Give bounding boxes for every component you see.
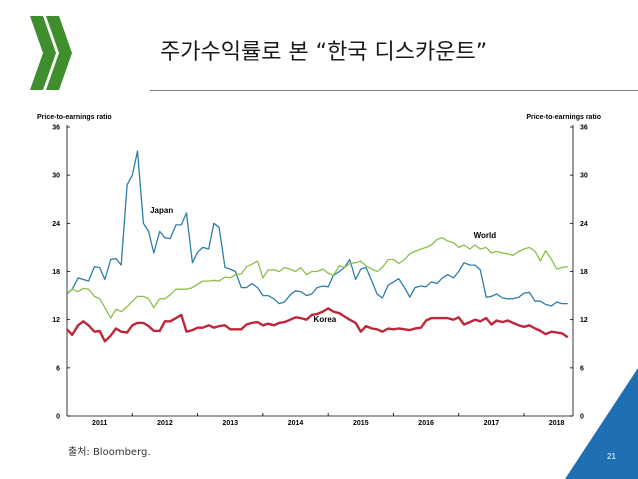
source-note: 출처: Bloomberg. [68,447,151,458]
series-label-world: World [474,231,497,240]
y-tick-label-left: 6 [56,365,60,372]
series-line-japan [66,150,568,307]
series-label-korea: Korea [314,315,337,324]
y-tick-label-left: 30 [52,173,60,180]
x-tick-label: 2016 [418,420,434,427]
y-tick-label-left: 0 [56,414,60,421]
y-tick-label-right: 24 [580,221,588,228]
y-tick-label-right: 12 [580,317,588,324]
x-tick-label: 2018 [549,420,565,427]
x-tick-label: 2015 [353,420,369,427]
y-tick-label-left: 18 [52,269,60,276]
oecd-logo-icon [30,16,72,90]
y-tick-label-left: 36 [52,125,60,132]
y-tick-label-left: 12 [52,317,60,324]
x-tick-label: 2014 [288,420,304,427]
series-label-japan: Japan [150,206,173,215]
x-tick-label: 2013 [222,420,238,427]
slide-title: 주가수익률로 본 “한국 디스카운트” [160,40,488,65]
y-axis-label-left: Price-to-earnings ratio [37,114,112,121]
y-tick-label-right: 0 [580,414,584,421]
page-number: 21 [607,452,616,461]
series-line-korea [66,307,569,343]
title-divider [150,90,638,91]
y-tick-label-left: 24 [52,221,60,228]
x-tick-label: 2017 [484,420,500,427]
x-tick-label: 2011 [92,420,107,427]
y-tick-label-right: 30 [580,173,588,180]
x-tick-label: 2012 [157,420,173,427]
y-axis-label-right: Price-to-earnings ratio [526,114,601,121]
y-tick-label-right: 18 [580,269,588,276]
y-tick-label-right: 6 [580,365,584,372]
series-line-world [66,237,568,319]
y-tick-label-right: 36 [580,125,588,132]
